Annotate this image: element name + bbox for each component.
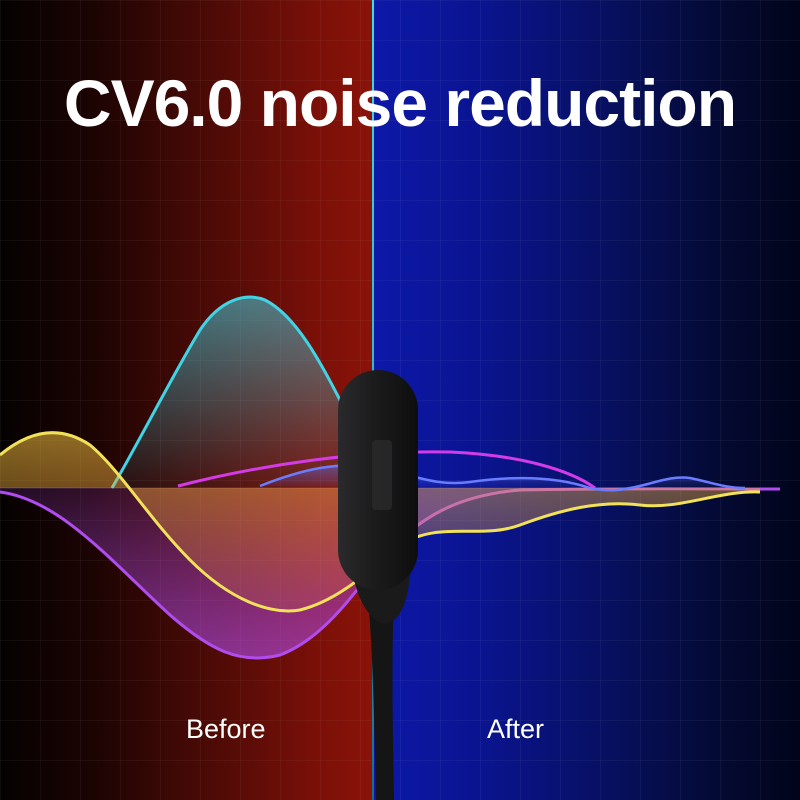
microphone-illustration bbox=[338, 370, 418, 800]
headline-title: CV6.0 noise reduction bbox=[63, 66, 737, 140]
yellow-wave bbox=[0, 431, 761, 613]
blue-wave-fill bbox=[260, 465, 745, 488]
cyan-wave-fill bbox=[112, 297, 380, 488]
magenta-wave bbox=[177, 450, 596, 490]
after-panel-background bbox=[373, 0, 800, 800]
before-label: Before bbox=[186, 714, 266, 744]
after-label: After bbox=[487, 714, 545, 744]
